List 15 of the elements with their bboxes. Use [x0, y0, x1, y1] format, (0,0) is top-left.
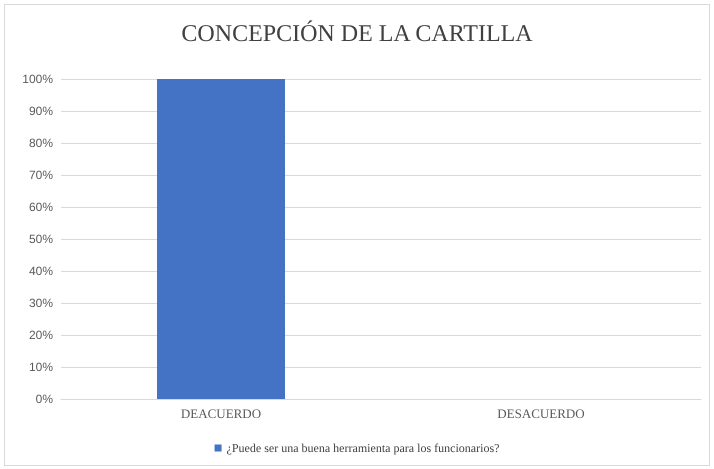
y-tick-label: 80%: [28, 136, 54, 150]
x-tick-label: DEACUERDO: [180, 406, 262, 421]
legend-label: ¿Puede ser una buena herramienta para los funcionarios?: [226, 441, 500, 455]
chart-title: CONCEPCIÓN DE LA CARTILLA: [181, 20, 534, 47]
y-tick-label: 60%: [28, 200, 54, 214]
y-tick-label: 20%: [28, 328, 54, 342]
y-tick-label: 40%: [28, 264, 54, 278]
y-tick-label: 90%: [28, 104, 54, 118]
x-tick-label: DESACUERDO: [497, 406, 585, 421]
y-tick-label: 10%: [28, 360, 54, 374]
y-tick-label: 30%: [28, 296, 54, 310]
y-tick-label: 100%: [22, 72, 54, 86]
y-tick-label: 70%: [28, 168, 54, 182]
y-tick-label: 50%: [28, 232, 54, 246]
y-tick-label: 0%: [36, 392, 54, 406]
